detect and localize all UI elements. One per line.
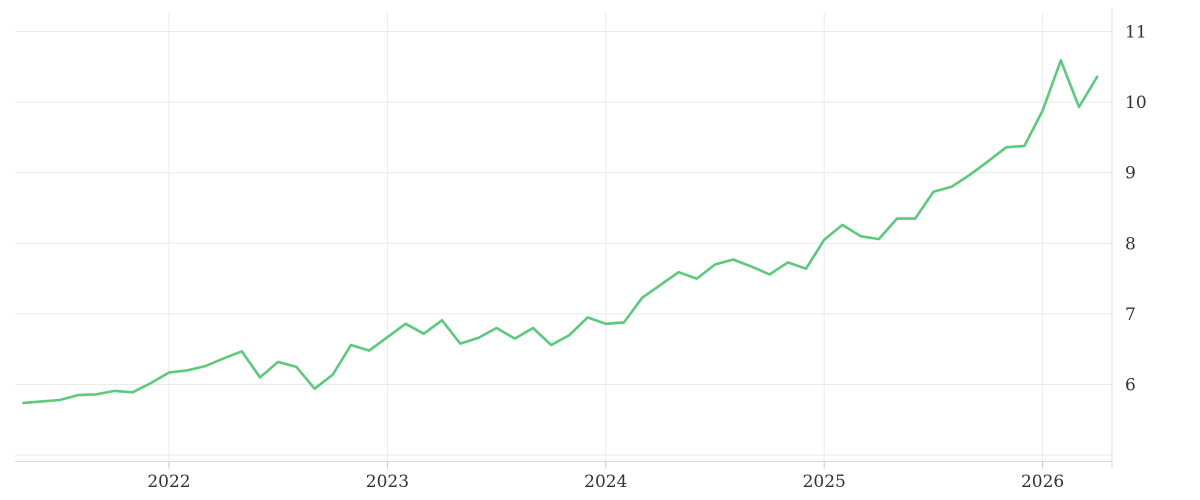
- data-line: [22, 59, 1099, 405]
- y-tick-label: 8: [1125, 234, 1136, 254]
- x-tick-label: 2024: [584, 472, 627, 492]
- x-tick-label: 2026: [1021, 472, 1064, 492]
- y-tick-label: 7: [1125, 305, 1136, 325]
- x-tick-label: 2023: [366, 472, 409, 492]
- y-tick-label: 6: [1125, 376, 1136, 396]
- x-tick-label: 2025: [803, 472, 846, 492]
- y-tick-label: 11: [1125, 23, 1147, 43]
- y-tick-label: 9: [1125, 164, 1136, 184]
- y-tick-label: 10: [1125, 93, 1147, 113]
- x-tick-label: 2022: [147, 472, 190, 492]
